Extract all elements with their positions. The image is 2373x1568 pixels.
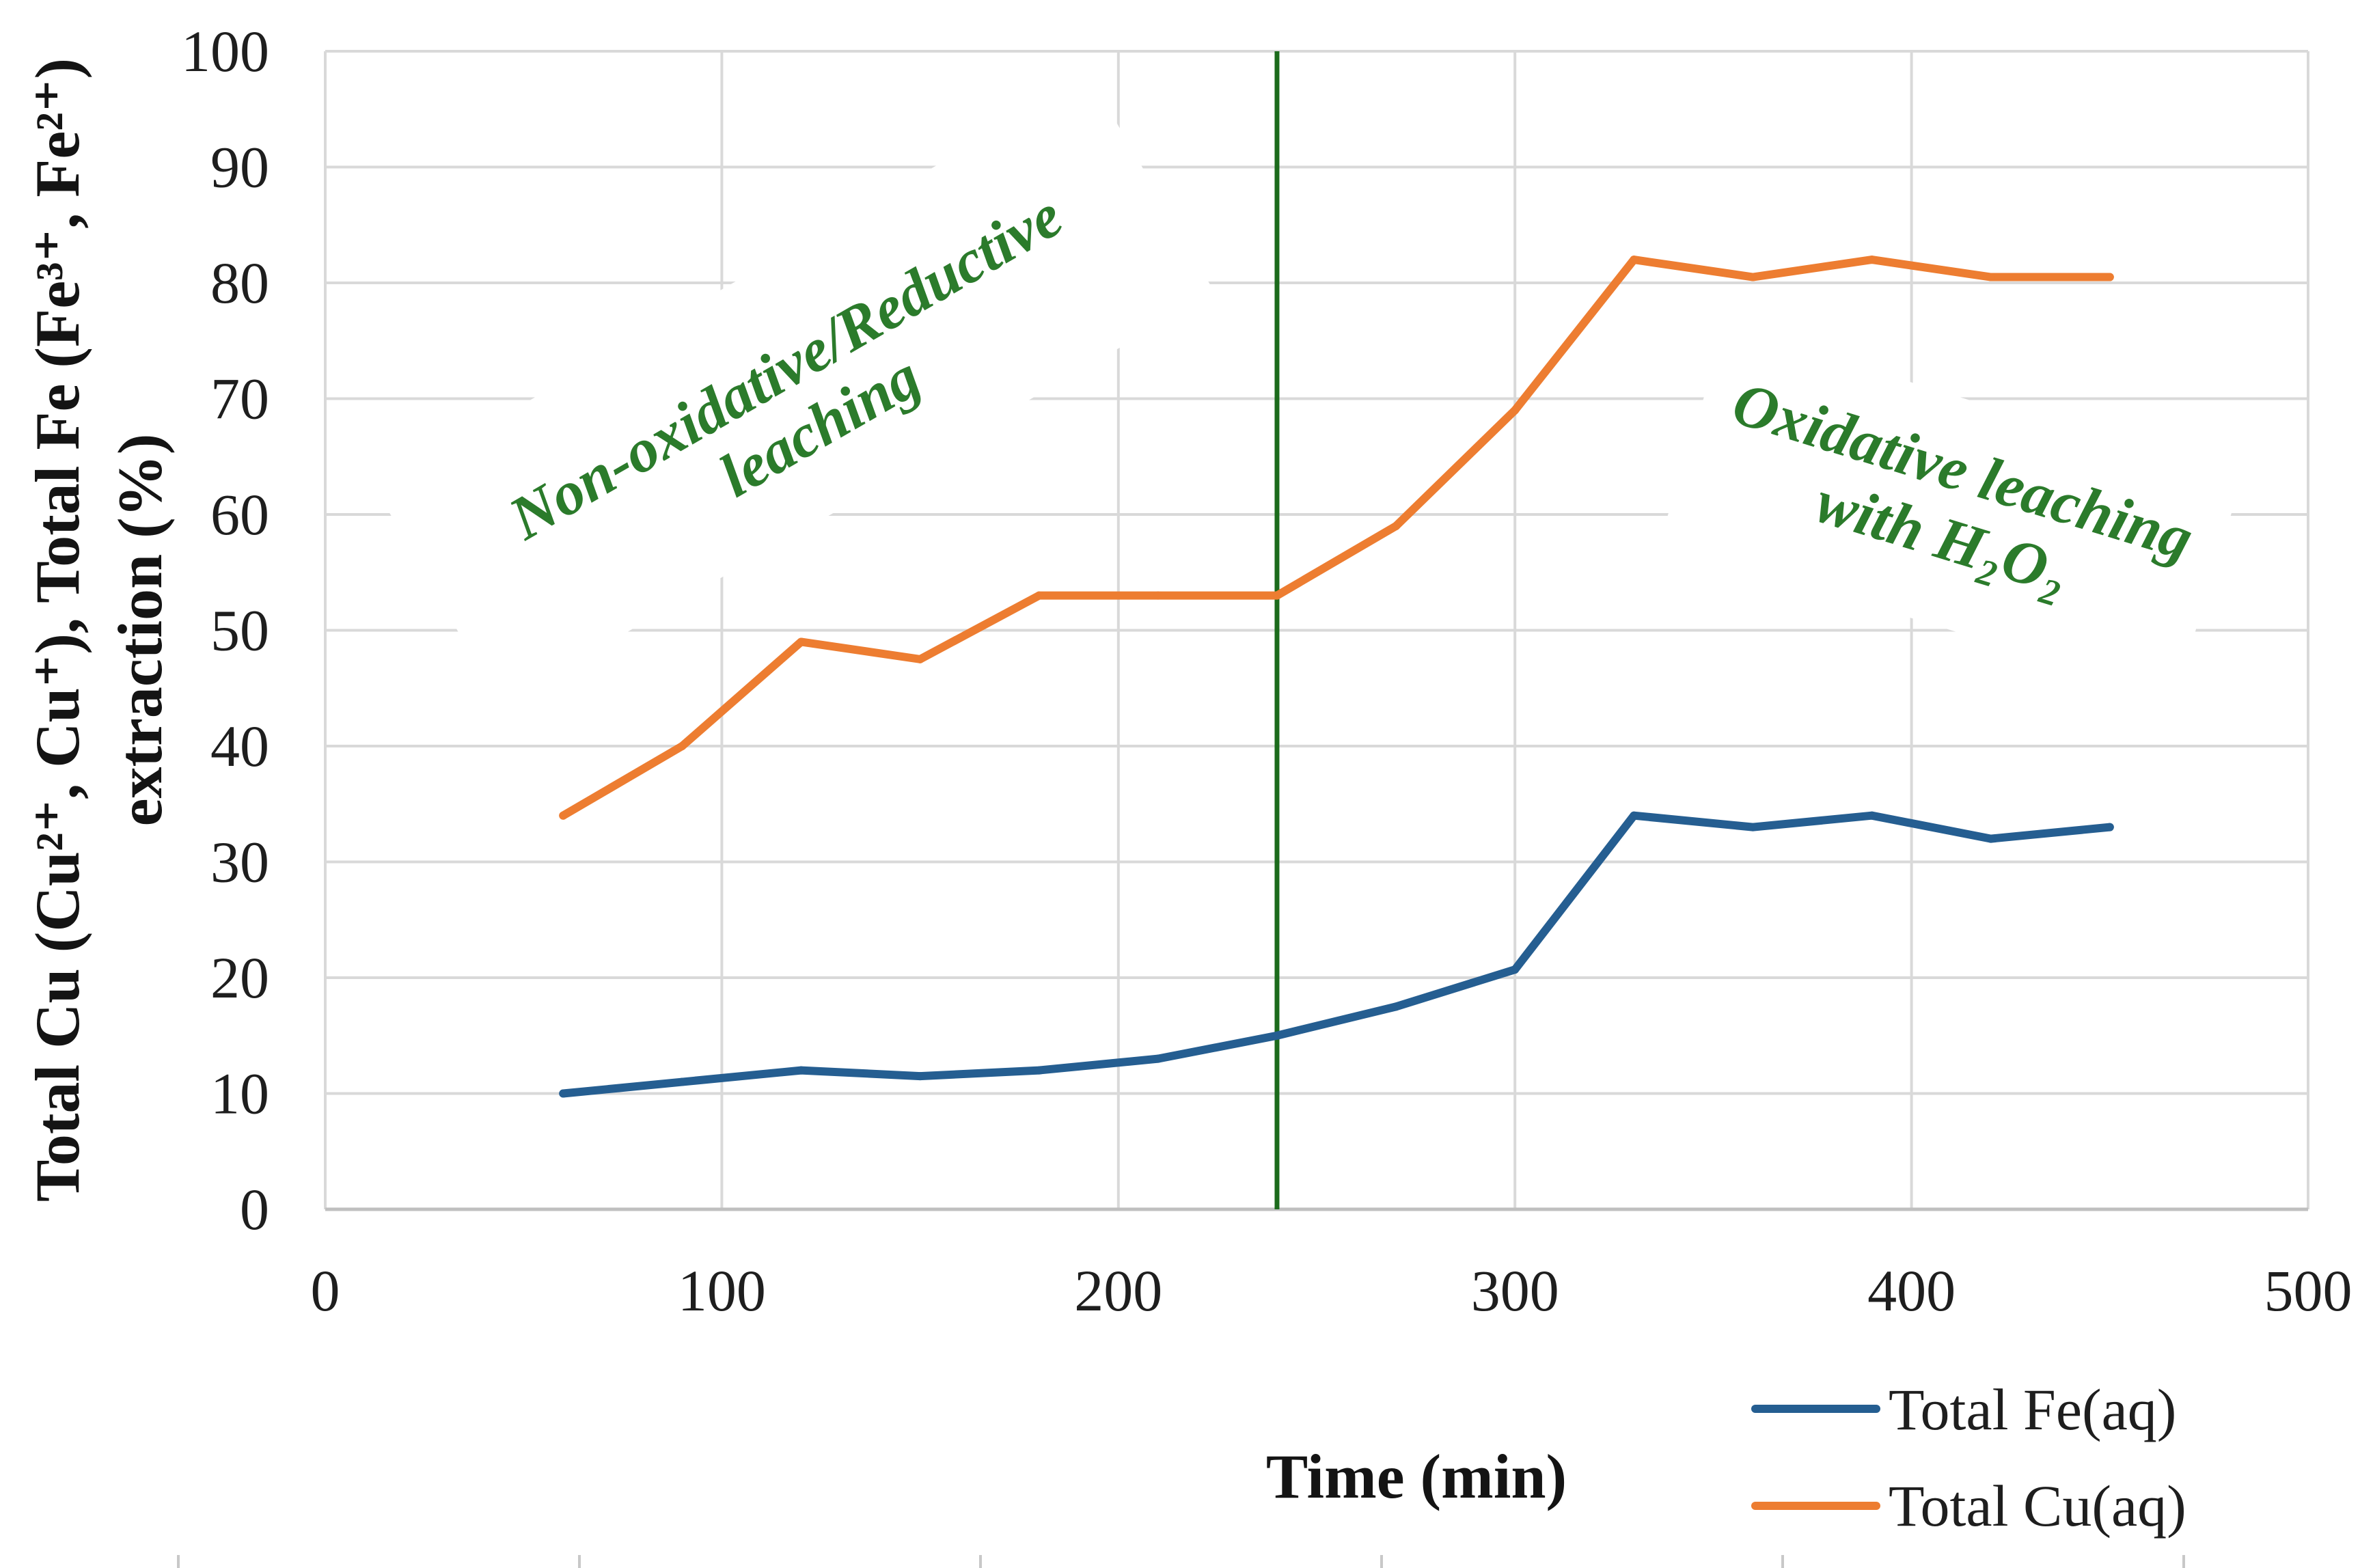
legend: Total Fe(aq) Total Cu(aq) [1751, 1377, 2186, 1539]
data-point-total-fe-aq [1511, 965, 1520, 974]
x-tick-label: 100 [678, 1258, 766, 1323]
y-tick-label: 20 [210, 945, 269, 1010]
data-point-total-fe-aq [1392, 1002, 1401, 1011]
data-point-total-fe-aq [559, 1089, 568, 1098]
data-point-total-cu-aq [1153, 591, 1162, 600]
x-tick-label: 500 [2264, 1258, 2353, 1323]
y-tick-label: 90 [210, 135, 269, 200]
data-point-total-cu-aq [2105, 273, 2114, 281]
annotation-background [376, 77, 1215, 706]
y-tick-label: 80 [210, 250, 269, 316]
legend-item-total-cu: Total Cu(aq) [1751, 1473, 2186, 1539]
y-axis-title-line-2: extraction (%) [105, 434, 175, 827]
x-axis-title: Time (min) [1266, 1442, 1567, 1511]
y-tick-label: 0 [240, 1177, 269, 1242]
x-tick-label: 0 [311, 1258, 340, 1323]
data-point-total-fe-aq [2105, 823, 2114, 831]
data-point-total-cu-aq [1511, 406, 1520, 415]
data-point-total-cu-aq [678, 742, 687, 750]
data-point-total-cu-aq [1272, 591, 1281, 600]
data-point-total-fe-aq [916, 1072, 924, 1081]
y-tick-label: 10 [210, 1061, 269, 1127]
data-point-total-fe-aq [1986, 834, 1995, 843]
series-total-cu-aq [559, 256, 2114, 820]
data-point-total-cu-aq [797, 637, 806, 646]
legend-label-total-cu: Total Cu(aq) [1889, 1473, 2186, 1539]
data-point-total-fe-aq [797, 1066, 806, 1075]
series-line-total-cu-aq [559, 256, 2114, 820]
y-tick-label: 100 [181, 18, 269, 84]
x-tick-label: 200 [1074, 1258, 1162, 1323]
y-tick-label: 40 [210, 713, 269, 779]
y-tick-label: 60 [210, 482, 269, 547]
x-tick-label: 300 [1471, 1258, 1559, 1323]
data-point-total-fe-aq [1153, 1054, 1162, 1063]
y-tick-label: 30 [210, 829, 269, 895]
annotation-oxidative-leaching: Oxidative leaching with H₂O₂ [1660, 325, 2241, 699]
data-point-total-cu-aq [1392, 521, 1401, 530]
data-point-total-fe-aq [1034, 1066, 1043, 1075]
y-tick-label: 50 [210, 598, 269, 663]
x-tick-label: 400 [1867, 1258, 1956, 1323]
annotation-background [1660, 325, 2241, 699]
data-point-total-fe-aq [1272, 1031, 1281, 1040]
data-point-total-fe-aq [1867, 811, 1876, 820]
legend-item-total-fe: Total Fe(aq) [1751, 1377, 2176, 1442]
y-axis-title-line-1: Total Cu (Cu²⁺, Cu⁺), Total Fe (Fe³⁺, Fe… [23, 58, 92, 1202]
data-point-total-fe-aq [1630, 811, 1638, 820]
data-point-total-cu-aq [559, 811, 568, 820]
data-point-total-cu-aq [916, 655, 924, 663]
data-point-total-cu-aq [1034, 591, 1043, 600]
data-point-total-cu-aq [1630, 256, 1638, 264]
data-point-total-fe-aq [678, 1077, 687, 1086]
x-axis-tick-labels: 0 100 200 300 400 500 [311, 1258, 2353, 1323]
page-edge-ticks [177, 1555, 2185, 1568]
y-axis-tick-labels: 0 10 20 30 40 50 60 70 80 90 100 [181, 18, 269, 1242]
data-point-total-cu-aq [1748, 273, 1757, 281]
series-line-total-fe-aq [559, 811, 2114, 1098]
data-point-total-fe-aq [1748, 823, 1757, 831]
data-point-total-cu-aq [1867, 256, 1876, 264]
series-total-fe-aq [559, 811, 2114, 1098]
y-tick-label: 70 [210, 366, 269, 432]
legend-label-total-fe: Total Fe(aq) [1889, 1377, 2176, 1442]
data-point-total-cu-aq [1986, 273, 1995, 281]
series-group [559, 256, 2114, 1098]
